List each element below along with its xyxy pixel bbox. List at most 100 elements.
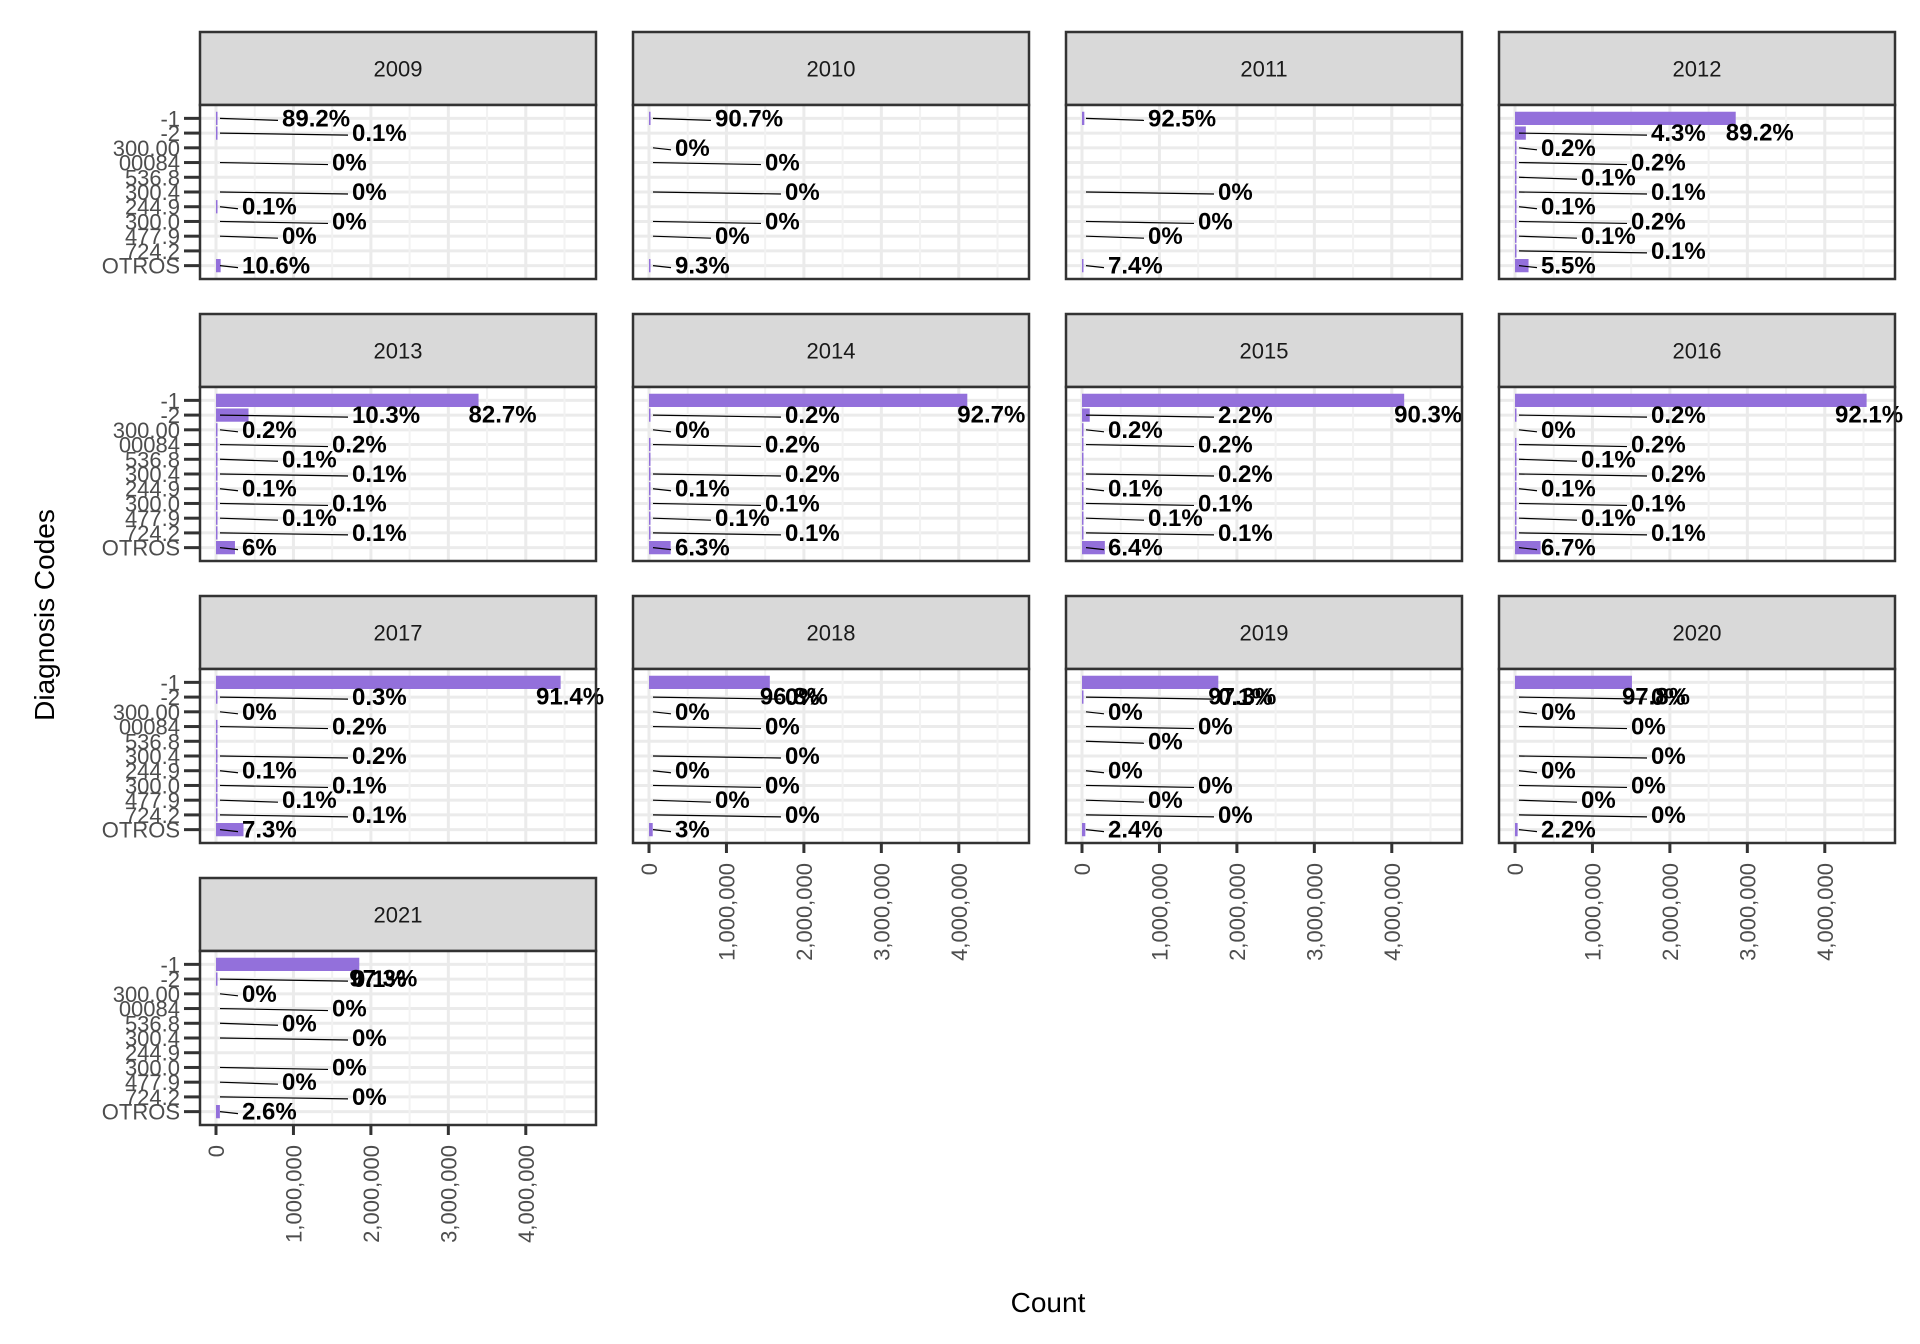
panel-border xyxy=(631,385,1031,563)
bar-pct-label: 0.2% xyxy=(1631,150,1686,177)
label-leader-line xyxy=(652,784,762,789)
bar-300.4 xyxy=(1082,467,1084,481)
label-leader-line xyxy=(1085,429,1105,433)
bar-pct-label: 0.1% xyxy=(332,490,387,517)
label-leader-line xyxy=(219,429,239,433)
y-tick-label: 300.0 xyxy=(125,209,180,234)
label-leader-line xyxy=(652,161,762,166)
label-leader-line xyxy=(1085,784,1195,789)
label-leader-line xyxy=(219,1022,279,1026)
y-tick-label: 477.9 xyxy=(125,224,180,249)
facet-strip-label: 2021 xyxy=(374,903,423,928)
bar-OTROS xyxy=(216,823,244,837)
label-leader-line xyxy=(1085,799,1145,803)
label-leader-line xyxy=(1085,711,1105,715)
bar-724.2 xyxy=(1082,526,1084,540)
label-leader-line xyxy=(1085,517,1145,521)
facet-strip xyxy=(631,312,1031,389)
label-leader-line xyxy=(652,147,672,151)
bar-pct-label: 0% xyxy=(1631,772,1666,799)
bar-OTROS xyxy=(1082,823,1086,837)
label-leader-line xyxy=(652,429,672,433)
label-leader-line xyxy=(219,1111,239,1115)
label-leader-line xyxy=(219,770,239,774)
bar--2 xyxy=(216,126,218,140)
bar--1 xyxy=(216,957,360,971)
facet-panel-2012: 201289.2%4.3%0.2%0.2%0.1%0.1%0.1%0.2%0.1… xyxy=(1497,30,1897,281)
bar-pct-label: 0% xyxy=(242,699,277,726)
bar-OTROS xyxy=(1515,541,1541,555)
label-leader-line xyxy=(219,547,239,551)
bar-pct-label: 6.3% xyxy=(675,535,730,562)
bar-pct-label: 0.1% xyxy=(1148,505,1203,532)
facet-strip-label: 2011 xyxy=(1240,57,1287,82)
bar-pct-label: 0% xyxy=(1541,699,1576,726)
bar-pct-label: 0.1% xyxy=(1108,476,1163,503)
bar-pct-label: 0% xyxy=(675,417,710,444)
bar-477.9 xyxy=(1515,511,1517,525)
facet-panel-2013: 201382.7%10.3%0.2%0.2%0.1%0.1%0.1%0.1%0.… xyxy=(102,312,598,563)
label-leader-line xyxy=(1085,265,1105,269)
x-tick-label: 4,000,000 xyxy=(1813,863,1838,961)
bar-pct-label: 0.1% xyxy=(1541,194,1596,221)
y-tick-label: 244.9 xyxy=(125,477,180,502)
y-tick-label: 300.4 xyxy=(125,1026,180,1051)
y-tick-label: -2 xyxy=(160,685,180,710)
bar--2 xyxy=(216,972,218,986)
label-leader-line xyxy=(1518,220,1628,225)
label-leader-line xyxy=(1518,132,1648,136)
x-tick-label: 4,000,000 xyxy=(1380,863,1405,961)
bar-477.9 xyxy=(1515,229,1517,243)
bar--1 xyxy=(216,393,479,407)
bar-300.4 xyxy=(216,467,218,481)
bar-pct-label: 0.1% xyxy=(282,446,337,473)
bar-pct-label: 0.1% xyxy=(1218,684,1273,711)
facet-strip-label: 2018 xyxy=(807,621,856,646)
y-tick-label: 300.00 xyxy=(113,136,180,161)
y-tick-label: 244.9 xyxy=(125,759,180,784)
label-leader-line xyxy=(1518,502,1628,507)
facet-strip-label: 2017 xyxy=(374,621,423,646)
label-leader-line xyxy=(1085,725,1195,730)
bar-pct-label: 0% xyxy=(1651,684,1686,711)
bar-724.2 xyxy=(216,808,218,822)
facet-panel-2017: 201791.4%0.3%0%0.2%0.2%0.1%0.1%0.1%0.1%7… xyxy=(102,594,604,845)
bar-pct-label: 0% xyxy=(675,699,710,726)
y-axis-title: Diagnosis Codes xyxy=(29,509,60,721)
label-leader-line xyxy=(1085,814,1215,818)
facet-strip-label: 2015 xyxy=(1240,339,1289,364)
bar-pct-label: 89.2% xyxy=(1726,119,1794,146)
panel-border xyxy=(631,103,1031,281)
label-leader-line xyxy=(1518,161,1628,166)
bar-244.9 xyxy=(216,200,218,214)
label-leader-line xyxy=(1085,220,1195,225)
y-tick-label: 724.2 xyxy=(125,1085,180,1110)
bar-pct-label: 0.2% xyxy=(1651,402,1706,429)
y-tick-label: 00084 xyxy=(119,433,180,458)
y-tick-label: -1 xyxy=(160,106,180,131)
y-tick-label: 300.00 xyxy=(113,982,180,1007)
bar-pct-label: 0.2% xyxy=(1108,417,1163,444)
bar-pct-label: 0.2% xyxy=(1218,461,1273,488)
bar-pct-label: 0% xyxy=(1198,208,1233,235)
label-leader-line xyxy=(219,755,349,759)
label-leader-line xyxy=(1518,814,1648,818)
y-tick-label: 00084 xyxy=(119,151,180,176)
bar-300.0 xyxy=(216,778,218,793)
y-tick-label: -1 xyxy=(160,388,180,413)
bar-pct-label: 6% xyxy=(242,535,277,562)
label-leader-line xyxy=(1518,176,1578,180)
bar-pct-label: 0.2% xyxy=(1651,461,1706,488)
facet-strip xyxy=(198,876,598,953)
bar--1 xyxy=(216,111,218,125)
bar-pct-label: 0% xyxy=(242,981,277,1008)
bar-536.8 xyxy=(216,452,218,466)
x-tick-label: 0 xyxy=(204,1145,229,1157)
y-tick-label: OTROS xyxy=(102,1100,180,1125)
bar-244.9 xyxy=(1515,482,1517,496)
x-tick-label: 0 xyxy=(1070,863,1095,875)
bar-pct-label: 90.3% xyxy=(1394,401,1462,428)
bar-724.2 xyxy=(649,526,651,540)
bar--1 xyxy=(649,675,770,689)
bar-477.9 xyxy=(649,511,651,525)
